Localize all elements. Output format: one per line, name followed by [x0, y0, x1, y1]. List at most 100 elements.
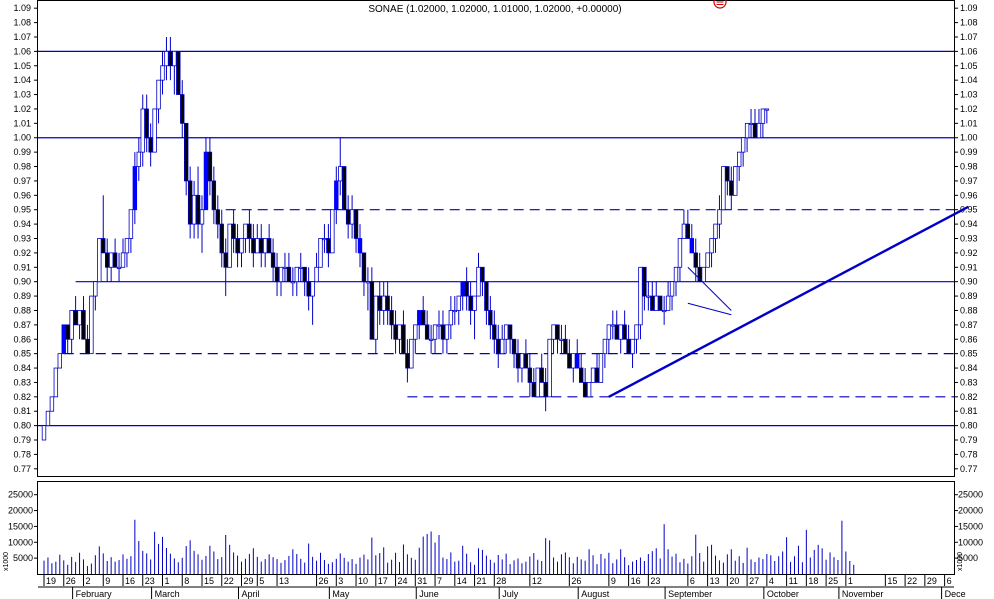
candle-body — [172, 50, 177, 67]
candle-body — [468, 295, 473, 311]
candle-body — [136, 151, 141, 167]
price-tick-label-left: 1.00 — [13, 133, 31, 143]
price-tick-label-left: 0.85 — [13, 349, 31, 359]
price-tick-label-right: 0.90 — [960, 277, 978, 287]
price-axis-right: 0.77 0.78 0.79 0.80 0.81 0.82 0.83 0.84 0.85 0.86… — [954, 3, 978, 474]
month-label: February — [76, 589, 113, 599]
date-tick-label: 8 — [184, 576, 189, 586]
price-tick-label-left: 0.97 — [13, 176, 31, 186]
candle-body — [476, 266, 481, 297]
price-tick-label-right: 0.99 — [960, 147, 978, 157]
date-tick-label: 11 — [789, 576, 798, 586]
price-tick-label-left: 0.96 — [13, 190, 31, 200]
price-tick-label-left: 1.05 — [13, 61, 31, 71]
candle-body — [49, 396, 55, 412]
candle-body — [223, 252, 228, 268]
date-tick-label: 16 — [125, 576, 135, 586]
price-tick-label-left: 1.09 — [13, 3, 31, 13]
candle-body — [740, 137, 746, 153]
month-label: May — [332, 589, 350, 599]
price-tick-label-right: 0.80 — [960, 421, 978, 431]
candle-body — [535, 367, 540, 398]
candle-body — [180, 94, 185, 124]
date-tick-label: 12 — [532, 576, 542, 586]
price-tick-label-right: 1.03 — [960, 90, 978, 100]
date-tick-label: 28 — [496, 576, 506, 586]
candle-body — [748, 122, 754, 125]
candle-body — [677, 238, 683, 268]
price-tick-label-left: 0.81 — [13, 406, 31, 416]
date-tick-label: 13 — [279, 576, 289, 586]
candle-body — [227, 223, 232, 268]
price-tick-label-left: 0.89 — [13, 291, 31, 301]
candle-body — [646, 295, 651, 298]
candle-body — [105, 252, 110, 268]
candle-body — [642, 266, 647, 297]
candle-body — [361, 252, 367, 283]
volume-unit-left: x1000 — [3, 552, 10, 571]
price-tick-label-right: 1.06 — [960, 46, 978, 56]
candle-body — [247, 223, 252, 239]
candle-body — [551, 324, 556, 340]
candle-body — [357, 238, 363, 254]
price-tick-label-left: 0.86 — [13, 334, 31, 344]
candle-body — [547, 338, 552, 398]
price-tick-label-right: 0.79 — [960, 435, 978, 445]
candle-body — [527, 367, 533, 383]
candle-body — [338, 166, 343, 182]
candle-body — [630, 338, 635, 355]
candle-body — [614, 324, 619, 340]
candle-body — [353, 209, 359, 239]
candle-body — [452, 310, 457, 313]
candle-body — [733, 166, 738, 196]
candle-body — [393, 324, 398, 340]
candle-body — [606, 324, 612, 340]
date-tick-label: 29 — [244, 576, 254, 586]
candle-body — [756, 122, 762, 139]
candle-body — [152, 108, 157, 153]
price-tick-label-right: 0.87 — [960, 320, 978, 330]
candle-body — [488, 310, 493, 326]
candle-body — [132, 166, 138, 211]
date-tick-label: 13 — [710, 576, 720, 586]
pennant-bottom-line — [687, 302, 732, 316]
candle-body — [669, 281, 675, 297]
price-tick-label-left: 0.98 — [13, 162, 31, 172]
candle-body — [45, 410, 51, 427]
candle-body — [124, 238, 130, 254]
candle-body — [401, 324, 406, 355]
price-tick-label-right: 0.85 — [960, 349, 978, 359]
candle-body — [191, 194, 197, 225]
price-tick-label-right: 1.08 — [960, 18, 978, 28]
date-tick-label: 7 — [437, 576, 442, 586]
candle-body — [156, 79, 161, 110]
date-tick-label: 1 — [848, 576, 853, 586]
candle-body — [235, 238, 240, 254]
date-tick-label: 5 — [259, 576, 264, 586]
price-tick-label-right: 0.84 — [960, 363, 978, 373]
candle-body — [484, 281, 489, 311]
candle-body — [496, 338, 501, 355]
candle-body — [61, 324, 66, 355]
date-tick-label: 26 — [319, 576, 329, 586]
candle-body — [523, 353, 529, 369]
candle-body — [120, 252, 126, 268]
price-tick-label-left: 0.82 — [13, 392, 31, 402]
price-tick-label-right: 1.01 — [960, 118, 978, 128]
candle-body — [112, 252, 118, 268]
candle-body — [563, 338, 568, 355]
date-tick-label: 21 — [477, 576, 487, 586]
price-axis-left: 0.77 0.78 0.79 0.80 0.81 0.82 0.83 0.84 0.85 0.86… — [13, 3, 38, 474]
date-tick-label: 9 — [611, 576, 616, 586]
month-label: June — [419, 589, 439, 599]
date-tick-label: 3 — [338, 576, 343, 586]
candle-body — [306, 281, 311, 297]
month-label: November — [842, 589, 884, 599]
date-tick-label: 16 — [631, 576, 641, 586]
volume-axis-left: 5000 10000 15000 20000 25000 — [8, 490, 38, 563]
candle-body — [326, 238, 331, 254]
price-tick-label-left: 0.88 — [13, 305, 31, 315]
candle-body — [274, 266, 280, 283]
candle-body — [108, 252, 114, 268]
